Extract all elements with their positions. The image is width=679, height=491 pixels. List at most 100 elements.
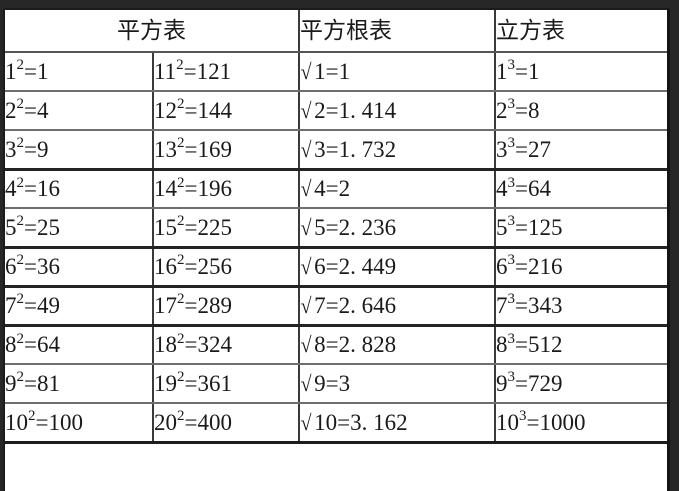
result-value: 324 (197, 332, 232, 358)
cell-square-root: √ 3=1. 732 (299, 130, 496, 171)
equals-sign: = (184, 371, 198, 396)
equals-sign: = (35, 409, 49, 435)
equals-sign: = (325, 332, 339, 358)
base: 3 (5, 136, 17, 162)
radicand: 2 (314, 98, 326, 123)
cell-square-low: 12=1 (5, 52, 154, 92)
radical-icon: √ (300, 59, 312, 84)
equals-sign: = (325, 214, 339, 240)
equals-sign: = (325, 371, 339, 396)
cell-square-root: √ 2=1. 414 (299, 91, 496, 131)
radical-icon: √ (300, 254, 312, 279)
base: 14 (154, 176, 177, 202)
exponent: 2 (16, 252, 25, 269)
radical-icon: √ (300, 176, 312, 202)
base: 18 (154, 332, 177, 358)
exponent: 3 (507, 174, 516, 191)
result-value: 256 (197, 254, 232, 279)
result-value: 729 (527, 371, 563, 396)
base: 5 (496, 214, 508, 240)
exponent: 2 (176, 57, 184, 74)
equals-sign: = (515, 176, 528, 202)
base: 11 (154, 59, 177, 84)
equals-sign: = (24, 136, 37, 162)
exponent: 3 (507, 252, 516, 269)
base: 9 (496, 371, 508, 396)
radical-icon: √ (300, 214, 312, 240)
exponent: 2 (177, 135, 185, 152)
exponent: 3 (507, 96, 516, 113)
equals-sign: = (24, 98, 37, 123)
exponent: 2 (16, 330, 25, 347)
result-value: 2. 449 (338, 254, 397, 279)
equals-sign: = (515, 214, 528, 240)
result-value: 225 (197, 214, 232, 240)
exponent: 2 (177, 252, 185, 269)
equals-sign: = (184, 176, 198, 202)
exponent: 2 (16, 369, 25, 386)
cell-square-high: 122=144 (153, 91, 300, 131)
base: 13 (154, 136, 177, 162)
cell-square-high: 182=324 (153, 325, 300, 365)
exponent: 2 (28, 408, 36, 425)
result-value: 2. 828 (338, 332, 397, 358)
radical-icon: √ (300, 293, 312, 318)
table-header-row: 平方表 平方根表 立方表 (5, 10, 667, 53)
radicand: 5 (314, 214, 326, 240)
table-row: 62=36 162=256 √ 6=2. 449 63=216 (5, 247, 667, 288)
equals-sign: = (24, 176, 37, 202)
table-row: 102=100 202=400 √ 10=3. 162 103=1000 (5, 403, 667, 444)
result-value: 121 (196, 59, 232, 84)
result-value: 1. 732 (338, 136, 397, 162)
radical-icon: √ (300, 371, 312, 396)
header-squares: 平方表 (5, 10, 300, 53)
result-value: 4 (36, 98, 49, 123)
equals-sign: = (325, 254, 339, 279)
cell-cube: 73=343 (495, 286, 667, 327)
result-value: 2. 646 (338, 293, 397, 318)
base: 1 (5, 59, 17, 84)
cell-square-low: 92=81 (5, 364, 154, 404)
result-value: 125 (527, 214, 563, 240)
result-value: 81 (36, 371, 60, 396)
cell-square-low: 62=36 (5, 247, 154, 288)
exponent: 2 (177, 369, 185, 386)
equals-sign: = (325, 293, 339, 318)
equals-sign: = (515, 59, 528, 84)
cell-cube: 93=729 (495, 364, 667, 404)
result-value: 9 (36, 136, 49, 162)
cell-square-high: 162=256 (153, 247, 300, 288)
cell-square-low: 82=64 (5, 325, 154, 365)
radical-icon: √ (300, 136, 312, 162)
radicand: 10 (314, 409, 338, 435)
equals-sign: = (515, 371, 528, 396)
exponent: 2 (177, 330, 185, 347)
cell-square-root: √ 6=2. 449 (299, 247, 496, 288)
equals-sign: = (24, 293, 37, 318)
result-value: 49 (36, 293, 60, 318)
cell-square-high: 172=289 (153, 286, 300, 327)
result-value: 36 (36, 254, 60, 279)
exponent: 2 (16, 57, 25, 74)
result-value: 1 (338, 59, 351, 84)
cell-square-high: 142=196 (153, 169, 300, 209)
equals-sign: = (515, 332, 528, 358)
equals-sign: = (184, 409, 198, 435)
cell-square-low: 102=100 (5, 403, 154, 444)
result-value: 2 (338, 176, 351, 202)
radicand: 8 (314, 332, 326, 358)
result-value: 16 (36, 176, 60, 202)
base: 19 (154, 371, 177, 396)
equals-sign: = (24, 254, 37, 279)
cell-square-root: √ 10=3. 162 (299, 403, 496, 444)
equals-sign: = (325, 136, 339, 162)
result-value: 8 (527, 98, 540, 123)
exponent: 3 (519, 408, 527, 425)
base: 20 (154, 409, 177, 435)
exponent: 3 (507, 213, 516, 230)
cell-square-root: √ 9=3 (299, 364, 496, 404)
base: 12 (154, 98, 177, 123)
equals-sign: = (515, 98, 528, 123)
exponent: 2 (16, 291, 25, 308)
